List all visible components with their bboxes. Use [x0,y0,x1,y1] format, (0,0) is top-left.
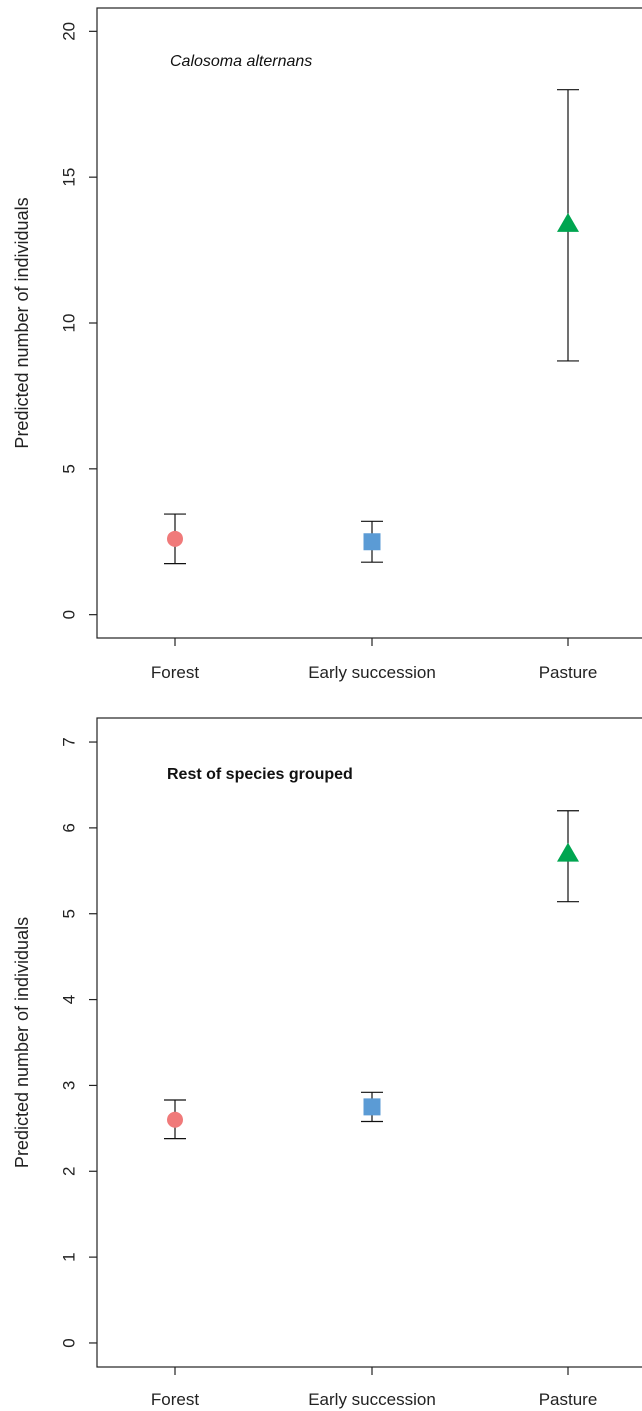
y-tick-label: 4 [60,995,79,1004]
point-triangle [557,212,579,232]
point-triangle [557,842,579,862]
point-circle [167,1111,183,1128]
x-category-label: Pasture [539,663,598,682]
y-tick-label: 0 [60,1338,79,1347]
panel-calosoma: 0 5 10 15 20 Predicted number of individuals F… [12,7,642,682]
x-category-label: Forest [151,663,199,682]
y-tick-label: 3 [60,1081,79,1090]
panel-title: Calosoma alternans [170,53,312,70]
y-tick-label: 1 [60,1252,79,1261]
x-category-label: Pasture [539,1390,598,1409]
point-square [363,533,381,551]
panel-title: Rest of species grouped [167,766,353,783]
y-axis-title: Predicted number of individuals [12,917,32,1168]
point-circle [167,530,183,547]
y-tick-label: 10 [60,314,79,333]
y-tick-label: 7 [60,737,79,746]
x-category-label: Forest [151,1390,199,1409]
y-tick-label: 15 [60,168,79,187]
y-tick-label: 6 [60,823,79,832]
x-category-label: Early succession [308,1390,436,1409]
y-tick-label: 0 [60,610,79,619]
panel-rest-of-species: 0 1 2 3 4 5 6 7 Predicted number of individuals F… [12,717,642,1409]
x-category-label: Early succession [308,663,436,682]
y-tick-label: 20 [60,22,79,41]
y-tick-label: 5 [60,909,79,918]
y-tick-label: 2 [60,1167,79,1176]
y-axis-title: Predicted number of individuals [12,197,32,448]
y-tick-label: 5 [60,464,79,473]
plot-frame [96,717,642,1368]
point-square [363,1098,381,1116]
